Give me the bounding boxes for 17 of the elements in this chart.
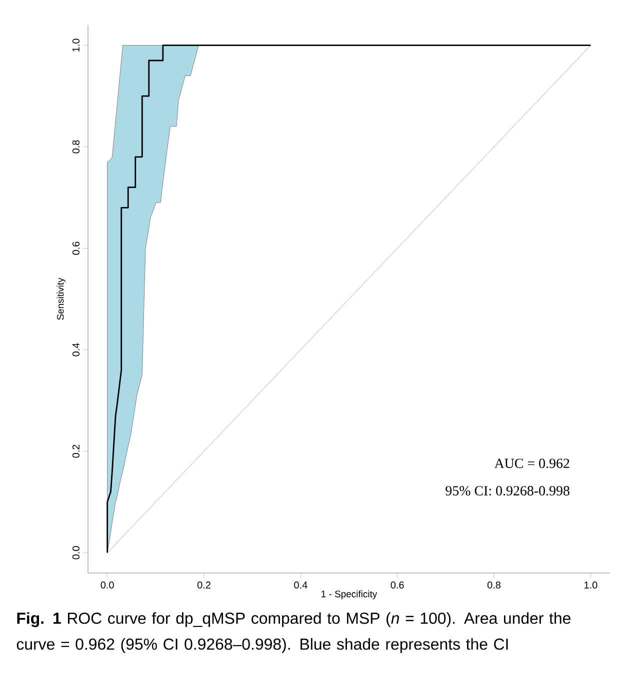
x-tick-label: 0.8	[487, 582, 500, 589]
text: Fig. 1 ROC curve for dp_qMSP compared to MSP (n = 100). Area under the curve = 0.962 (95% CI 0.9268–0.998). Blue shade represents the CI	[16, 612, 570, 653]
annotation: AUC = 0.962	[494, 458, 570, 468]
y-tick-label: 0.8	[72, 140, 80, 154]
x-tick-label: 0.4	[294, 582, 308, 589]
y-axis-title: Sensitivity	[56, 278, 66, 320]
y-tick-label: 1.0	[72, 38, 80, 52]
y-tick-label: 0.0	[72, 546, 80, 560]
y-tick-label: 0.4	[72, 343, 80, 356]
x-axis-title: 1 - Specificity	[322, 590, 378, 600]
x-tick-label: 1.0	[584, 582, 598, 589]
x-tick-label: 0.2	[197, 582, 210, 589]
y-tick-label: 0.6	[72, 242, 80, 255]
annotation: 95% CI: 0.9268-0.998	[446, 486, 570, 496]
x-tick-label: 0.6	[390, 582, 404, 589]
y-tick-label: 0.2	[72, 444, 80, 458]
x-tick-label: 0.0	[100, 582, 114, 589]
